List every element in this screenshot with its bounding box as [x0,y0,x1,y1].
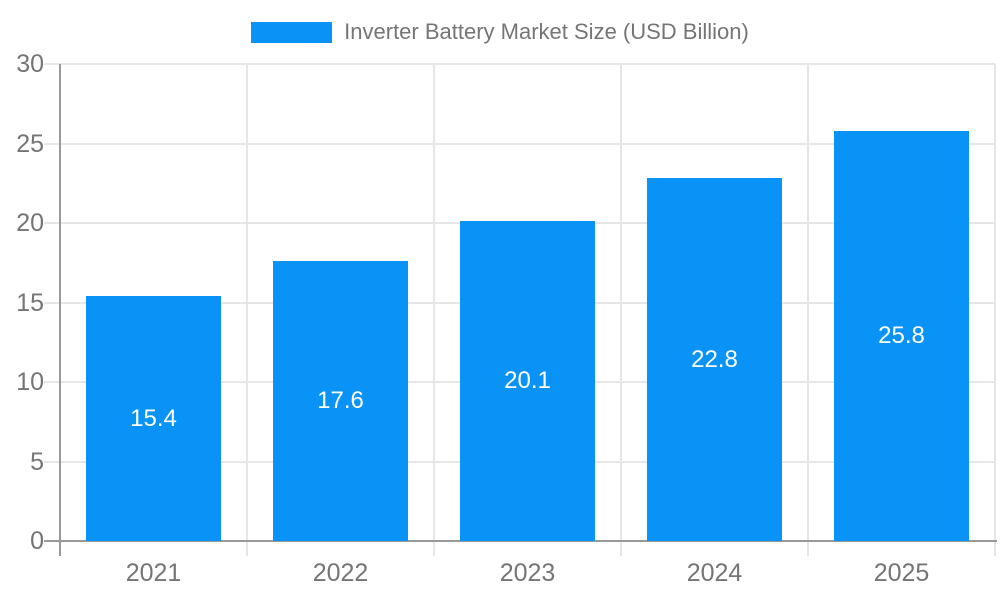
x-tick-label: 2025 [873,559,930,587]
y-axis-line [59,64,61,556]
y-tick-label: 5 [30,447,44,476]
gridline-vertical [246,64,248,556]
y-tick-label: 20 [16,209,44,237]
gridline-vertical [620,64,622,556]
legend-swatch-icon [251,21,333,43]
x-tick-label: 2021 [125,559,182,587]
gridline-horizontal [44,142,995,145]
x-axis-line [44,540,997,542]
x-tick-label: 2024 [686,559,743,587]
x-tick-label: 2023 [499,559,556,587]
bar-value-label: 17.6 [317,387,364,415]
bar-2023[interactable] [460,221,595,541]
y-tick-label: 30 [16,50,44,78]
bar-2025[interactable] [834,130,969,541]
gridline-vertical [994,64,996,556]
bar-2024[interactable] [647,178,782,541]
y-tick-label: 0 [30,527,44,555]
bar-value-label: 22.8 [691,345,738,373]
y-tick-label: 15 [16,288,44,317]
y-tick-label: 25 [16,129,44,158]
bar-value-label: 25.8 [878,321,925,349]
legend[interactable]: Inverter Battery Market Size (USD Billio… [0,19,1000,45]
gridline-horizontal [44,63,995,65]
bar-value-label: 20.1 [504,367,551,395]
x-tick-label: 2022 [312,559,369,587]
y-tick-label: 10 [16,368,44,396]
bar-2021[interactable] [86,296,221,541]
gridline-vertical [433,64,435,556]
legend-label: Inverter Battery Market Size (USD Billio… [344,19,749,44]
bar-2022[interactable] [273,261,408,541]
bar-value-label: 15.4 [130,404,177,432]
gridline-vertical [807,64,809,556]
